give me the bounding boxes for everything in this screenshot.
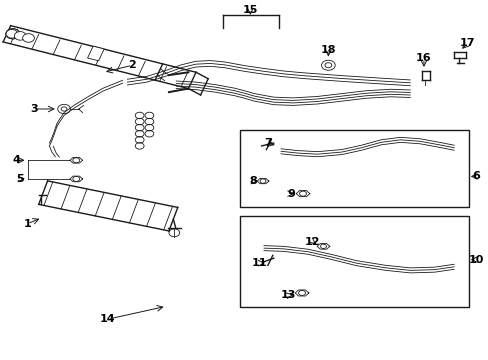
Circle shape [6, 29, 20, 39]
Circle shape [6, 29, 20, 39]
Bar [239, 216, 468, 307]
Circle shape [6, 30, 18, 38]
Bar [239, 130, 468, 207]
Circle shape [22, 34, 34, 42]
Text: 10: 10 [468, 255, 483, 265]
Text: 1: 1 [23, 219, 31, 229]
Text: 3: 3 [30, 104, 38, 114]
Text: 16: 16 [415, 53, 431, 63]
Text: 14: 14 [100, 314, 116, 324]
Text: 7: 7 [264, 139, 271, 148]
Text: 12: 12 [305, 237, 320, 247]
Circle shape [14, 32, 26, 40]
Text: 13: 13 [280, 291, 295, 301]
Text: 5: 5 [17, 174, 24, 184]
Text: 8: 8 [249, 176, 257, 186]
Bar [87, 46, 104, 61]
Circle shape [6, 29, 20, 39]
Text: 6: 6 [471, 171, 479, 181]
Text: 4: 4 [13, 155, 20, 165]
Text: 17: 17 [459, 38, 475, 48]
Text: 15: 15 [242, 5, 258, 15]
Text: 11: 11 [251, 258, 266, 268]
Text: 9: 9 [286, 189, 294, 199]
Text: 2: 2 [128, 60, 136, 70]
Text: 18: 18 [320, 45, 335, 55]
